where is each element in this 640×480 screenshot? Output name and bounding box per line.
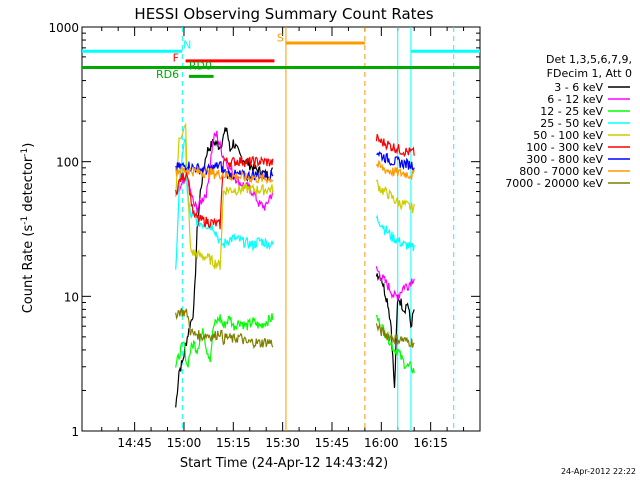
legend-entry-3: 25 - 50 keV xyxy=(540,117,603,130)
plot-contents xyxy=(82,27,480,431)
x-tick-label-2: 15:15 xyxy=(216,436,251,450)
series-0-seg1 xyxy=(175,127,274,408)
legend-entry-8: 7000 - 20000 keV xyxy=(505,177,603,190)
series-4-seg1 xyxy=(175,122,274,270)
legend-header-1: FDecim 1, Att 0 xyxy=(547,67,632,80)
plot-area: 14:45 15:00 15:15 15:30 15:45 16:00 16:15 1 10 10… xyxy=(48,21,481,450)
series-8-seg2 xyxy=(375,322,415,348)
series-3-seg2 xyxy=(375,214,415,252)
state-label-N: N xyxy=(183,39,191,52)
x-tick-label-5: 16:00 xyxy=(364,436,399,450)
legend-entry-4: 50 - 100 keV xyxy=(533,129,603,142)
series-1-seg2 xyxy=(375,266,415,302)
series-7-seg2 xyxy=(375,159,415,181)
series-5-seg2 xyxy=(375,134,415,158)
chart-title: HESSI Observing Summary Count Rates xyxy=(134,5,433,23)
state-label-S: S xyxy=(277,32,284,45)
y-axis-label: Count Rate (s-1 detector-1) xyxy=(20,143,36,314)
y-tick-label-0: 1 xyxy=(71,425,79,439)
timestamp: 24-Apr-2012 22:22 xyxy=(561,467,636,476)
series-2-seg1 xyxy=(175,313,274,368)
series-0-seg2 xyxy=(375,273,415,389)
legend-entry-5: 100 - 300 keV xyxy=(526,141,603,154)
y-tick-label-2: 100 xyxy=(56,156,79,170)
legend-entry-1: 6 - 12 keV xyxy=(547,93,603,106)
x-tick-label-4: 15:45 xyxy=(315,436,350,450)
legend: Det 1,3,5,6,7,9,FDecim 1, Att 03 - 6 keV… xyxy=(505,53,632,190)
series-6-seg1 xyxy=(175,161,274,183)
legend-header-0: Det 1,3,5,6,7,9, xyxy=(546,53,632,66)
x-tick-label-0: 14:45 xyxy=(117,436,152,450)
series-4-seg2 xyxy=(375,179,415,214)
series-5-seg1 xyxy=(175,155,274,230)
plot-frame xyxy=(81,26,481,432)
x-tick-label-1: 15:00 xyxy=(167,436,202,450)
series-8-seg1 xyxy=(175,307,274,350)
state-label-F: F xyxy=(173,51,179,64)
state-label-RD6: RD6 xyxy=(156,68,179,81)
y-tick-label-3: 1000 xyxy=(48,21,79,35)
series-7-seg1 xyxy=(175,165,274,185)
legend-entry-6: 300 - 800 keV xyxy=(526,153,603,166)
series-6-seg2 xyxy=(376,151,415,171)
series-3-seg1 xyxy=(175,138,274,270)
state-label-RD0: RD0 xyxy=(189,59,212,72)
legend-entry-7: 800 - 7000 keV xyxy=(519,165,603,178)
x-tick-label-3: 15:30 xyxy=(265,436,300,450)
x-tick-label-6: 16:15 xyxy=(413,436,448,450)
legend-entry-0: 3 - 6 keV xyxy=(554,81,603,94)
y-tick-label-1: 10 xyxy=(64,290,79,304)
series-2-seg2 xyxy=(375,314,415,375)
x-axis-label: Start Time (24-Apr-12 14:43:42) xyxy=(180,456,388,471)
legend-entry-2: 12 - 25 keV xyxy=(540,105,603,118)
